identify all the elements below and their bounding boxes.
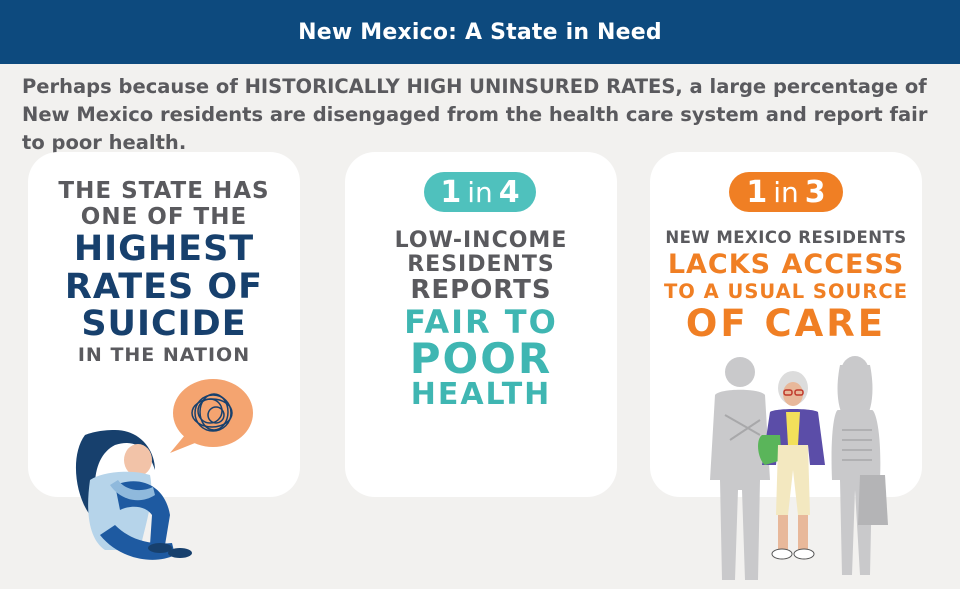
card2-line-1: LOW-INCOME (394, 228, 568, 253)
card2-line-6: HEALTH (410, 377, 552, 412)
card1-line-5: SUICIDE (81, 304, 247, 344)
card1-line-3: HIGHEST (73, 229, 255, 269)
page-title: New Mexico: A State in Need (298, 19, 662, 45)
stat-number-a: 1 (440, 174, 462, 210)
stat-number-b: 4 (498, 174, 520, 210)
sad-woman-illustration (75, 379, 253, 560)
card2-line-5: POOR (409, 334, 553, 383)
woman-figure-icon (831, 356, 881, 575)
stat-word: in (467, 175, 493, 209)
card1-line-4: RATES OF (64, 267, 264, 307)
people-group-illustration (710, 356, 888, 580)
card2-line-3: REPORTS (410, 275, 552, 305)
card3-line-2: LACKS ACCESS (667, 249, 905, 280)
stat-badge-1-in-4: 1 in 4 (424, 172, 536, 212)
man-figure-icon (710, 357, 770, 580)
card2-line-4: FAIR TO (404, 303, 558, 341)
stat-number-a: 1 (746, 174, 768, 210)
intro-text: Perhaps because of HISTORICALLY HIGH UNI… (22, 75, 928, 154)
card3-line-3: TO A USUAL SOURCE (663, 280, 909, 303)
card3-line-1: NEW MEXICO RESIDENTS (665, 228, 907, 247)
card3-line-4: OF CARE (685, 302, 887, 345)
card-suicide-rates (28, 152, 300, 497)
stat-number-b: 3 (804, 174, 826, 210)
card2-line-2: RESIDENTS (407, 252, 555, 277)
header-banner: New Mexico: A State in Need (0, 0, 960, 64)
stat-badge-1-in-3: 1 in 3 (729, 172, 843, 212)
card1-line-6: IN THE NATION (77, 344, 251, 366)
stat-word: in (773, 175, 799, 209)
card1-line-2: ONE OF THE (80, 204, 248, 230)
elderly-woman-figure-icon (758, 371, 825, 560)
card1-line-1: THE STATE HAS (58, 178, 270, 204)
thought-bubble-icon (170, 379, 253, 453)
